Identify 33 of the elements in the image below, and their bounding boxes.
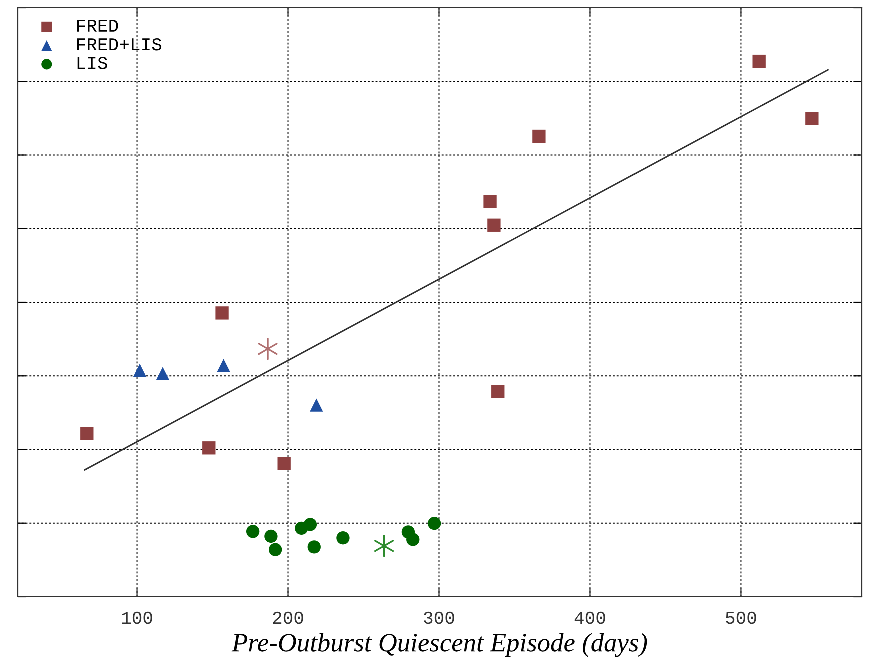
point <box>308 540 321 554</box>
point <box>264 530 278 544</box>
point <box>80 427 94 440</box>
x-tick-label: 200 <box>273 612 304 624</box>
point <box>310 398 324 412</box>
point <box>156 367 170 380</box>
point <box>268 543 282 556</box>
x-tick-label: 500 <box>726 612 756 624</box>
point <box>484 195 497 208</box>
point <box>752 54 766 68</box>
point <box>488 218 501 232</box>
legend-label: FRED+LIS <box>77 38 162 51</box>
legend-label: FRED <box>77 20 118 32</box>
point <box>217 359 230 372</box>
legend-label: LIS <box>78 57 108 70</box>
point <box>336 532 350 545</box>
point <box>428 517 442 530</box>
point <box>133 364 147 378</box>
x-tick-label: 400 <box>574 612 606 624</box>
point <box>406 533 420 546</box>
point <box>246 525 260 538</box>
point <box>258 338 278 360</box>
point <box>202 442 216 455</box>
x-tick-label: 100 <box>122 612 152 624</box>
point <box>532 130 546 144</box>
x-tick-label: 300 <box>424 612 454 624</box>
point <box>278 457 291 470</box>
x-axis-title: Pre-Outburst Quiescent Episode (days) <box>232 633 648 658</box>
point <box>374 534 394 558</box>
point <box>216 306 229 320</box>
point <box>304 518 318 532</box>
point <box>492 385 505 399</box>
point <box>806 112 819 126</box>
